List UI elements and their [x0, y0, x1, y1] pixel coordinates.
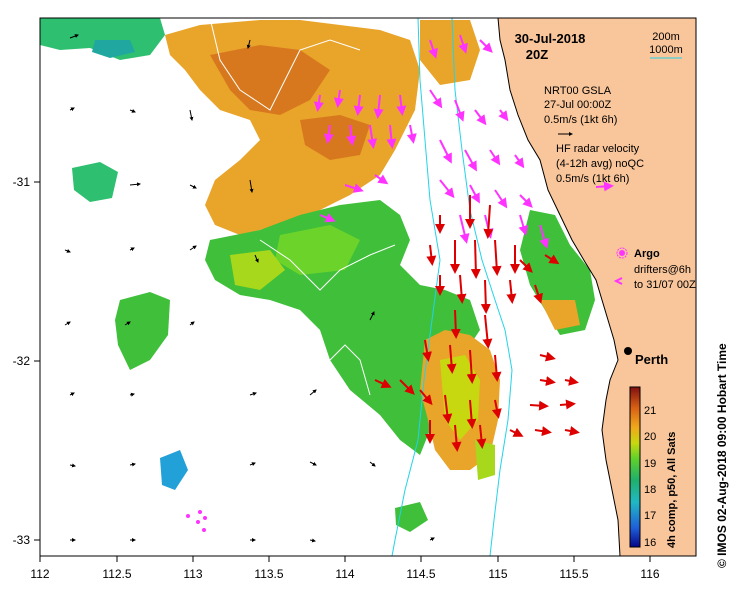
credit-line: IMOS 02-Aug-2018 09:00 Hobart Time — [715, 343, 729, 556]
hf-legend-line2: (4-12h avg) noQC — [556, 158, 644, 170]
x-tick: 115.5 — [559, 567, 588, 581]
colorbar — [629, 386, 641, 548]
colorbar-tick: 16 — [644, 537, 656, 549]
argo-label: Argo — [634, 248, 660, 260]
hf-legend-line1: HF radar velocity — [556, 143, 640, 155]
x-tick: 113 — [183, 567, 202, 581]
drifters-legend-icon — [613, 277, 623, 285]
depth-1000m-label: 1000m — [649, 44, 683, 56]
colorbar-tick: 19 — [644, 458, 656, 470]
isobaths — [391, 18, 513, 556]
land-australia — [497, 18, 696, 556]
x-tick: 112 — [30, 567, 49, 581]
drifters-legend-line2: to 31/07 00Z — [634, 279, 696, 291]
x-tick: 115 — [488, 567, 507, 581]
hf-legend-line3: 0.5m/s (1kt 6h) — [556, 173, 629, 185]
colorbar-ticks: 21 20 19 18 17 16 — [644, 405, 656, 549]
drifter-vectors — [374, 195, 580, 452]
x-tick: 113.5 — [254, 567, 283, 581]
x-tick: 116 — [640, 567, 659, 581]
perth-marker — [624, 347, 632, 355]
y-tick-labels: -31 -32 -33 — [13, 175, 31, 547]
perth-label: Perth — [635, 352, 668, 367]
x-tick: 112.5 — [102, 567, 131, 581]
colorbar-tick: 20 — [644, 431, 656, 443]
gsla-legend-line2: 27-Jul 00:00Z — [544, 99, 612, 111]
gsla-vectors — [64, 34, 435, 543]
colorbar-title: 4h comp, p50, All Sats — [666, 432, 678, 548]
depth-200m-label: 200m — [652, 31, 680, 43]
drifter-markers — [186, 510, 207, 532]
map-date: 30-Jul-2018 — [515, 31, 586, 46]
hf-legend-arrow — [595, 181, 614, 192]
gsla-legend-line1: NRT00 GSLA — [544, 85, 612, 97]
x-tick: 114 — [335, 567, 354, 581]
map-time: 20Z — [526, 47, 548, 62]
colorbar-tick: 17 — [644, 510, 656, 522]
tick-marks — [34, 181, 651, 562]
colorbar-tick: 21 — [644, 405, 656, 417]
x-tick-labels: 112 112.5 113 113.5 114 114.5 115 115.5 … — [30, 567, 659, 581]
x-tick: 114.5 — [406, 567, 435, 581]
gsla-legend-line3: 0.5m/s (1kt 6h) — [544, 114, 617, 126]
y-tick: -33 — [13, 533, 31, 547]
gsla-contours — [209, 18, 396, 396]
plot-border — [39, 17, 697, 557]
credit-text: © IMOS 02-Aug-2018 09:00 Hobart Time — [715, 343, 729, 568]
colorbar-tick: 18 — [644, 484, 656, 496]
drifters-legend-line1: drifters@6h — [634, 264, 691, 276]
y-tick: -31 — [13, 175, 31, 189]
argo-icon — [616, 247, 628, 259]
y-tick: -32 — [13, 354, 31, 368]
